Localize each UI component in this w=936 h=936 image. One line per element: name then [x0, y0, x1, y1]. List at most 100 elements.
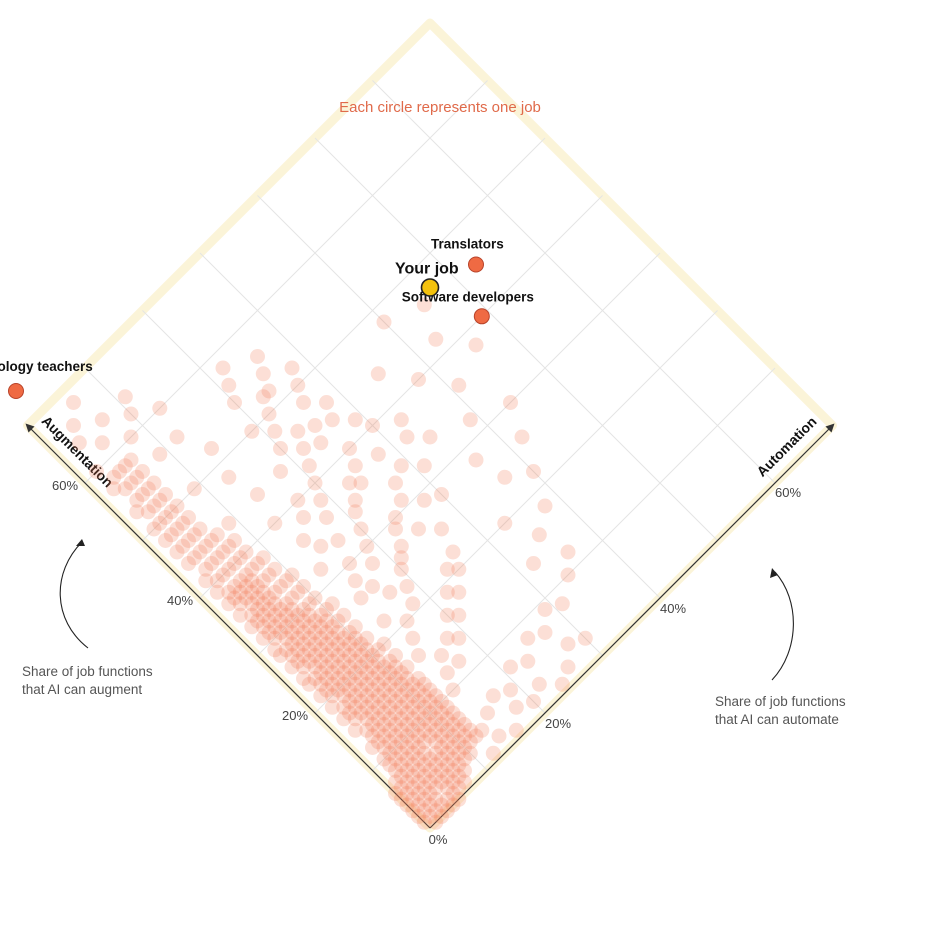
job-point [296, 579, 311, 594]
job-point [411, 717, 426, 732]
job-point [152, 400, 168, 416]
highlight-point-college-psychology-teachers [8, 383, 24, 399]
job-point [370, 734, 386, 750]
job-point [399, 671, 415, 686]
grid-line-augmentation [257, 252, 661, 656]
job-point [255, 550, 271, 566]
job-point [399, 786, 415, 801]
job-point [244, 561, 260, 577]
job-point [135, 464, 150, 479]
job-point [255, 619, 271, 635]
job-point [273, 625, 288, 640]
job-point [359, 538, 375, 554]
job-point [376, 671, 392, 686]
job-point [146, 521, 162, 537]
job-point [393, 676, 409, 692]
grid-line-augmentation [199, 195, 603, 599]
job-point [152, 492, 168, 508]
job-point [457, 763, 472, 778]
job-point [227, 590, 242, 606]
job-point [382, 688, 398, 704]
job-point [336, 711, 352, 727]
job-point [537, 625, 553, 640]
job-point [146, 475, 162, 491]
job-point [370, 688, 386, 704]
job-point [227, 395, 242, 410]
job-point [290, 607, 306, 623]
highlighted-jobs: College psychology teachers Translators So… [0, 237, 534, 399]
job-point [359, 653, 375, 669]
x-tick-label-60: 60% [775, 485, 801, 500]
job-point [503, 395, 518, 410]
job-point [221, 538, 237, 554]
job-point [158, 487, 173, 502]
job-point [416, 780, 432, 796]
job-point [296, 510, 311, 525]
job-point [388, 648, 403, 663]
grid-line-automation [84, 367, 488, 771]
job-point [347, 665, 363, 681]
job-point [439, 803, 455, 819]
job-point [198, 561, 214, 577]
job-point [192, 521, 208, 537]
job-point [577, 630, 593, 646]
job-point [267, 607, 283, 623]
job-point [451, 607, 467, 623]
job-point [284, 567, 300, 583]
job-point [428, 722, 444, 738]
job-point [503, 682, 518, 698]
job-point [353, 521, 369, 537]
automate-note-arrow-icon [771, 571, 794, 681]
job-point [273, 602, 288, 617]
job-point [267, 642, 283, 658]
x-tick-label-40: 40% [660, 601, 686, 616]
job-point [365, 556, 380, 571]
job-point [284, 360, 300, 376]
job-point [405, 780, 421, 796]
job-point [347, 458, 363, 474]
job-point [468, 337, 484, 353]
job-point [319, 671, 334, 686]
job-point [560, 544, 576, 560]
job-point [296, 648, 311, 663]
job-point [399, 774, 415, 790]
job-point [290, 630, 306, 646]
job-point [416, 676, 432, 692]
job-point [336, 607, 352, 623]
job-point [393, 791, 409, 807]
job-point [175, 515, 191, 531]
job-point [405, 688, 421, 704]
job-point [428, 757, 444, 773]
job-point [491, 728, 507, 744]
job-point [462, 412, 478, 428]
job-point [250, 349, 265, 364]
job-point [232, 573, 248, 589]
job-point [359, 676, 375, 692]
job-point [267, 630, 283, 646]
job-point [353, 475, 369, 491]
job-point [411, 372, 426, 387]
job-point [347, 642, 363, 658]
grid-line-automation [314, 137, 718, 541]
job-point [411, 648, 426, 663]
job-point [376, 728, 392, 744]
job-point [399, 659, 415, 675]
job-point [290, 653, 306, 669]
job-point [508, 722, 524, 738]
job-point [382, 584, 398, 600]
job-point [365, 728, 380, 744]
job-point [192, 544, 208, 560]
job-point [428, 699, 444, 715]
job-point [301, 458, 317, 474]
job-point [94, 412, 110, 428]
job-point [416, 803, 432, 819]
job-point [313, 492, 329, 508]
job-point [324, 642, 340, 658]
job-point [353, 590, 369, 606]
job-point [342, 648, 357, 663]
job-point [342, 441, 357, 456]
job-point [152, 446, 168, 462]
job-point [255, 584, 271, 600]
job-point [319, 648, 334, 663]
